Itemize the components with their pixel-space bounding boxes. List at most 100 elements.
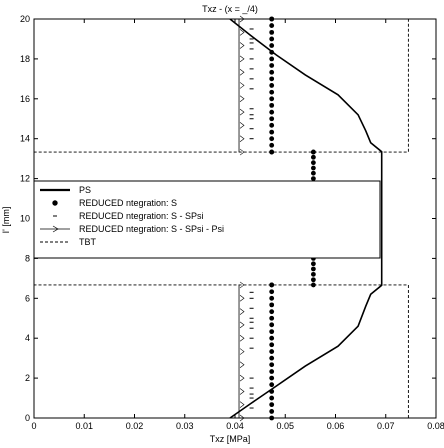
series-reduced-s-point bbox=[269, 96, 275, 102]
series-reduced-s-point bbox=[269, 349, 275, 354]
series-reduced-s-point bbox=[269, 43, 275, 48]
series-reduced-s-spsi-psi-marker bbox=[239, 388, 245, 395]
series-reduced-s-point bbox=[269, 395, 275, 401]
x-tick-label: 0.01 bbox=[75, 421, 93, 431]
chart-title: Txz - (x = _/4) bbox=[202, 4, 258, 14]
series-reduced-s-point bbox=[310, 176, 316, 182]
y-tick-label: 0 bbox=[25, 413, 30, 423]
series-reduced-s-point bbox=[269, 415, 275, 421]
x-tick-label: 0.06 bbox=[327, 421, 345, 431]
series-reduced-s-point bbox=[269, 29, 275, 35]
series-reduced-s-point bbox=[269, 309, 275, 315]
series-reduced-s-point bbox=[269, 362, 275, 368]
legend-entry-ps: PS bbox=[40, 185, 91, 195]
y-axis-label: I' [mm] bbox=[1, 207, 11, 234]
series-reduced-s-spsi-psi-marker bbox=[239, 95, 245, 103]
series-reduced-s-spsi-psi-marker bbox=[239, 334, 245, 342]
series-reduced-s-point bbox=[269, 355, 275, 361]
series-reduced-s-spsi-psi-marker bbox=[239, 321, 245, 329]
legend-entry-reduced-s-spsi: REDUCED ntegration: S - SPsi bbox=[53, 211, 204, 221]
series-reduced-s-point bbox=[269, 149, 275, 155]
series-reduced-s-spsi-psi-marker bbox=[239, 69, 245, 76]
legend-label-ps: PS bbox=[79, 185, 91, 195]
series-reduced-s-spsi-psi-marker bbox=[239, 361, 245, 368]
series-tbt-line bbox=[33, 19, 409, 418]
legend-label-reduced-s: REDUCED ntegration: S bbox=[79, 198, 177, 208]
series-reduced-s-point bbox=[269, 282, 275, 288]
series-reduced-s-spsi-psi-marker bbox=[239, 295, 245, 302]
x-tick-label: 0 bbox=[31, 421, 36, 431]
x-tick-label: 0.02 bbox=[126, 421, 144, 431]
y-tick-label: 10 bbox=[20, 214, 30, 224]
x-tick-label: 0.03 bbox=[176, 421, 194, 431]
series-reduced-s-point bbox=[269, 289, 275, 295]
series-reduced-s-point bbox=[269, 69, 275, 75]
x-tick-label: 0.05 bbox=[276, 421, 294, 431]
series-reduced-s-point bbox=[310, 154, 316, 160]
x-tick-label: 0.08 bbox=[427, 421, 444, 431]
series-reduced-s-point bbox=[269, 56, 275, 62]
series-reduced-s-point bbox=[310, 271, 316, 277]
series-reduced-s-spsi-psi-marker bbox=[239, 55, 245, 63]
y-tick-label: 8 bbox=[25, 253, 30, 263]
y-tick-label: 12 bbox=[20, 174, 30, 184]
y-tick-label: 16 bbox=[20, 94, 30, 104]
series-reduced-s-point bbox=[269, 129, 275, 135]
series-reduced-s-point bbox=[269, 322, 275, 328]
series-reduced-s-point bbox=[269, 83, 275, 88]
x-tick-label: 0.07 bbox=[377, 421, 395, 431]
legend-label-tbt: TBT bbox=[79, 237, 97, 247]
series-reduced-s-point bbox=[310, 266, 316, 272]
series-reduced-s-point bbox=[269, 335, 275, 341]
series-reduced-s-point bbox=[269, 16, 275, 22]
series-reduced-s-point bbox=[269, 63, 275, 68]
x-axis-label: Txz [MPa] bbox=[210, 434, 251, 444]
series-reduced-s-spsi-psi-marker bbox=[239, 414, 245, 422]
series-reduced-s-spsi-psi-marker bbox=[239, 15, 245, 23]
legend-label-reduced-s-spsi: REDUCED ntegration: S - SPsi bbox=[79, 211, 204, 221]
legend-entry-reduced-s: REDUCED ntegration: S bbox=[52, 198, 177, 208]
series-reduced-s-point bbox=[269, 109, 275, 115]
series-reduced-s-point bbox=[310, 282, 316, 288]
series-reduced-s-point bbox=[269, 122, 275, 128]
legend-box bbox=[33, 180, 381, 259]
series-reduced-s-point bbox=[310, 160, 316, 166]
series-reduced-s-point bbox=[269, 36, 275, 42]
series-reduced-s-spsi-psi-marker bbox=[239, 29, 245, 36]
legend: PS REDUCED ntegration: S REDUCED ntegrat… bbox=[33, 180, 381, 259]
legend-swatch-triangle bbox=[52, 225, 59, 233]
series-reduced-s-point bbox=[269, 295, 275, 301]
series-reduced-s-point bbox=[269, 142, 275, 148]
legend-entry-tbt: TBT bbox=[40, 237, 97, 247]
series-reduced-s-spsi-psi-marker bbox=[239, 108, 245, 116]
x-tick-label: 0.04 bbox=[226, 421, 244, 431]
series-reduced-s-spsi-psi-marker bbox=[239, 348, 245, 355]
series-reduced-s-point bbox=[269, 23, 275, 28]
series-reduced-s-spsi-psi-marker bbox=[239, 122, 245, 129]
y-tick-label: 20 bbox=[20, 14, 30, 24]
y-tick-label: 4 bbox=[25, 333, 30, 343]
series-reduced-s-point bbox=[310, 170, 316, 176]
series-reduced-s-point bbox=[269, 369, 275, 374]
series-reduced-s-spsi-psi-marker bbox=[239, 401, 245, 408]
series-reduced-s-point bbox=[269, 136, 275, 142]
series-reduced-s-spsi-psi-marker bbox=[239, 135, 245, 142]
series-reduced-s-point bbox=[269, 102, 275, 108]
legend-label-reduced-s-spsi-psi: REDUCED ntegration: S - SPsi - Psi bbox=[79, 224, 224, 234]
series-reduced-s-point bbox=[310, 261, 316, 267]
series-reduced-s-point bbox=[269, 382, 275, 388]
series-reduced-s-spsi-psi-marker bbox=[239, 148, 245, 156]
y-tick-label: 18 bbox=[20, 54, 30, 64]
legend-entry-reduced-s-spsi-psi: REDUCED ntegration: S - SPsi - Psi bbox=[40, 224, 224, 234]
series-reduced-s-spsi-psi-marker bbox=[239, 308, 245, 315]
legend-swatch-reduced-s bbox=[52, 200, 58, 206]
x-axis-ticks: 0 0.01 0.02 0.03 0.04 0.05 0.06 0.07 0.08 bbox=[31, 19, 444, 431]
series-reduced-s-point bbox=[269, 116, 275, 122]
series-reduced-s-point bbox=[310, 149, 316, 155]
series-reduced-s-spsi-psi-marker bbox=[239, 82, 245, 89]
series-reduced-s-point bbox=[310, 277, 316, 283]
series-reduced-s-point bbox=[269, 76, 275, 82]
series-reduced-s-point bbox=[310, 165, 316, 171]
series-reduced-s-point bbox=[269, 302, 275, 308]
